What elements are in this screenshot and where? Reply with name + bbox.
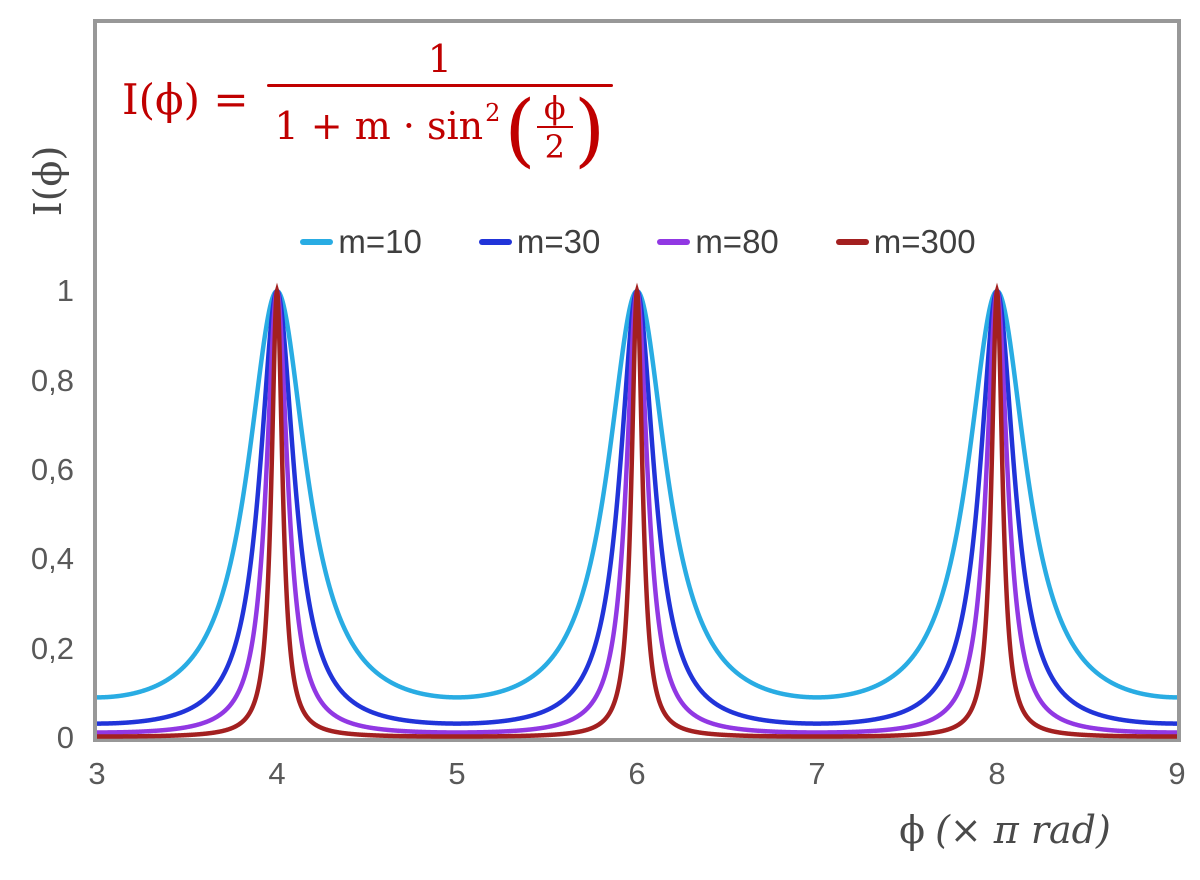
formula-left-paren: ( [504, 83, 536, 177]
legend-dash-icon [300, 238, 334, 245]
x-tick-6: 6 [628, 756, 646, 791]
x-tick-9: 9 [1168, 756, 1186, 791]
legend-label: m=10 [338, 223, 422, 260]
formula-inner-numerator: ϕ [543, 88, 566, 127]
formula-fraction: 1 1 + m · sin 2 ( ϕ 2 ) [266, 37, 614, 177]
x-axis-title-symbol: ϕ [899, 808, 926, 852]
legend-dash-icon [657, 238, 691, 245]
legend: m=10 m=30 m=80 m=300 [97, 225, 1179, 258]
x-tick-3: 3 [88, 756, 106, 791]
y-tick-0,6: 0,6 [30, 451, 74, 487]
formula-right-paren: ) [573, 83, 606, 177]
legend-dash-icon [835, 238, 869, 245]
x-axis-title: ϕ (× π rad) [845, 808, 1165, 852]
y-tick-0,4: 0,4 [30, 541, 74, 577]
formula-fraction-bar [266, 83, 614, 87]
formula-inner-denominator: 2 [536, 125, 573, 163]
legend-item-m-300: m=300 [835, 223, 976, 260]
y-axis-title: I(ϕ) [26, 145, 70, 217]
x-tick-8: 8 [988, 756, 1006, 791]
formula-numerator: 1 [427, 37, 452, 81]
legend-item-m-30: m=30 [478, 223, 601, 260]
x-tick-7: 7 [808, 756, 826, 791]
legend-label: m=80 [695, 223, 779, 260]
legend-dash-icon [478, 238, 512, 245]
formula-denominator-text: 1 + m · sin [274, 104, 484, 149]
formula-denominator: 1 + m · sin 2 ( ϕ 2 ) [267, 83, 614, 177]
formula-lhs: I(ϕ) = [122, 75, 249, 125]
y-tick-0,8: 0,8 [30, 362, 74, 398]
y-tick-1: 1 [56, 273, 74, 309]
formula-inner-fraction: ϕ 2 [536, 88, 573, 163]
y-tick-0,2: 0,2 [30, 630, 74, 666]
x-axis-title-unit: (× π rad) [935, 808, 1111, 852]
legend-label: m=300 [873, 223, 976, 260]
legend-item-m-10: m=10 [300, 223, 422, 260]
legend-item-m-80: m=80 [657, 223, 779, 260]
legend-label: m=30 [516, 223, 601, 260]
y-tick-0: 0 [56, 720, 74, 755]
formula-exponent: 2 [485, 98, 501, 127]
x-tick-4: 4 [268, 756, 286, 791]
x-tick-5: 5 [448, 756, 466, 791]
formula: I(ϕ) = 1 1 + m · sin 2 ( ϕ 2 ) [122, 37, 614, 177]
